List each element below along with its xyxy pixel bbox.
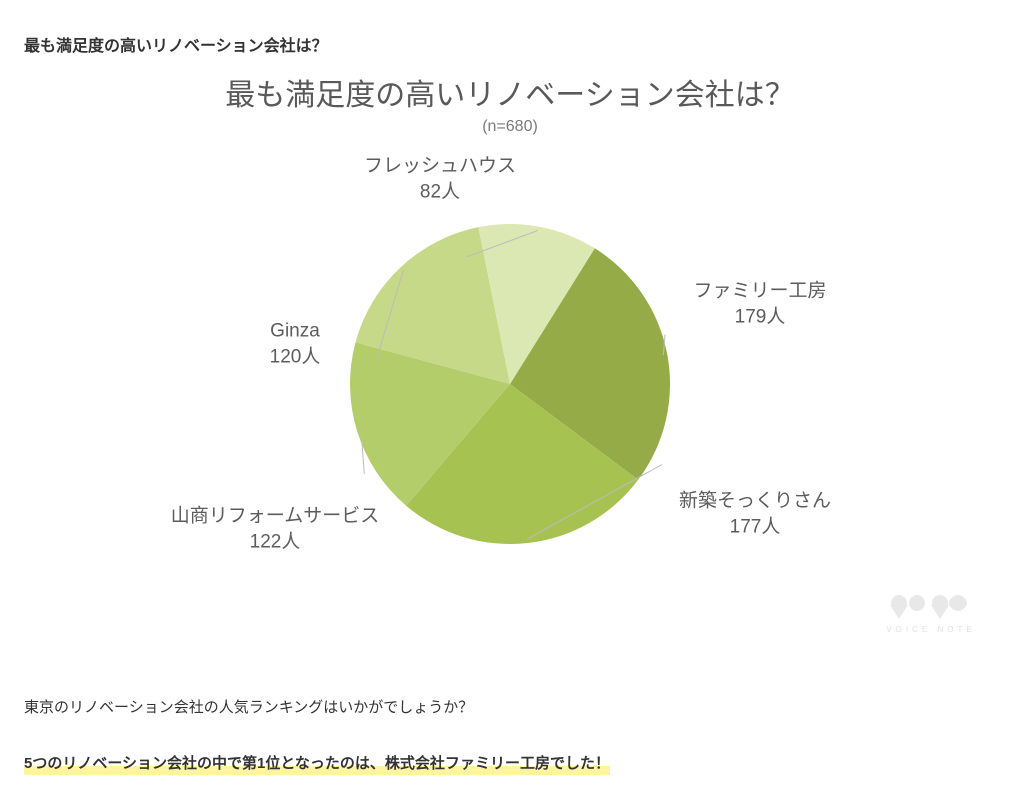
chart-area: ファミリー工房179人新築そっくりさん177人 山商リフォームサービス122人 Gi…: [110, 144, 910, 624]
slice-label-value: 120人: [270, 344, 321, 370]
chart-subtitle: (n=680): [110, 118, 910, 136]
slice-label-name: ファミリー工房: [693, 278, 826, 304]
watermark: VOICE NOTE: [886, 593, 976, 634]
slice-label-name: Ginza: [270, 318, 321, 344]
slice-label-value: 122人: [171, 529, 379, 555]
slice-label-value: 82人: [364, 179, 516, 205]
slice-label-name: 新築そっくりさん: [679, 488, 831, 514]
slice-label: Ginza120人: [270, 318, 321, 369]
slice-label-name: フレッシュハウス: [364, 153, 516, 179]
body-question: 東京のリノベーション会社の人気ランキングはいかがでしょうか？: [24, 696, 473, 717]
pie-chart: 最も満足度の高いリノベーション会社は？ (n=680) ファミリー工房179人新…: [110, 70, 910, 630]
slice-label-value: 177人: [679, 514, 831, 540]
page-heading: 最も満足度の高いリノベーション会社は？: [24, 32, 328, 56]
slice-label: フレッシュハウス82人: [364, 153, 516, 204]
slice-label: 新築そっくりさん177人: [679, 488, 831, 539]
watermark-text: VOICE NOTE: [886, 625, 976, 634]
slice-label-value: 179人: [693, 304, 826, 330]
slice-label: 山商リフォームサービス122人: [171, 503, 379, 554]
body-answer: 5つのリノベーション会社の中で第1位となったのは、株式会社ファミリー工房でした！: [24, 752, 610, 775]
chart-title: 最も満足度の高いリノベーション会社は？: [110, 70, 910, 114]
slice-label: ファミリー工房179人: [693, 278, 826, 329]
slice-label-name: 山商リフォームサービス: [171, 503, 379, 529]
